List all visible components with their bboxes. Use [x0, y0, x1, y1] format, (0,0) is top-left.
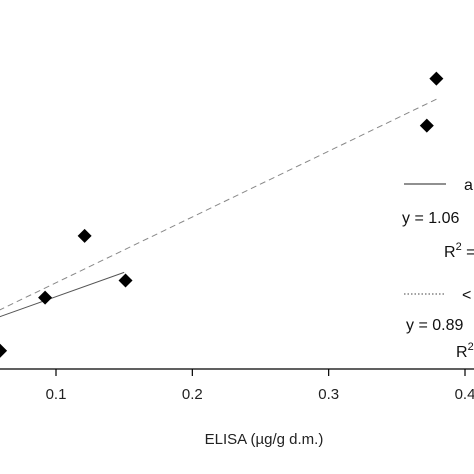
data-point-0 [0, 343, 8, 358]
x-axis-ticks: 0.1 0.2 0.3 0.4 [46, 369, 474, 403]
x-tick-label-3: 0.4 [455, 386, 474, 403]
data-points [0, 71, 444, 358]
legend: a y = 1.06 R2 = < y = 0.89 R2 [402, 177, 474, 361]
data-point-1 [38, 290, 53, 305]
data-point-3 [118, 273, 133, 288]
fit-line-dashed [0, 98, 438, 311]
x-tick-label-1: 0.2 [182, 386, 203, 403]
legend-equation-1: y = 1.06 [402, 210, 459, 227]
fit-lines [0, 98, 438, 318]
x-tick-label-2: 0.3 [318, 386, 339, 403]
legend-r2-1: R2 = [444, 241, 474, 261]
data-point-2 [77, 228, 92, 243]
legend-equation-2: y = 0.89 [406, 317, 463, 334]
x-axis-title: ELISA (µg/g d.m.) [205, 431, 324, 448]
legend-label-2: < [462, 287, 471, 304]
legend-r2-2: R2 [456, 341, 474, 361]
x-tick-label-0: 0.1 [46, 386, 67, 403]
fit-line-solid [0, 271, 125, 318]
data-point-5 [429, 71, 444, 86]
data-point-4 [419, 118, 434, 133]
legend-label-1: a [464, 177, 473, 194]
